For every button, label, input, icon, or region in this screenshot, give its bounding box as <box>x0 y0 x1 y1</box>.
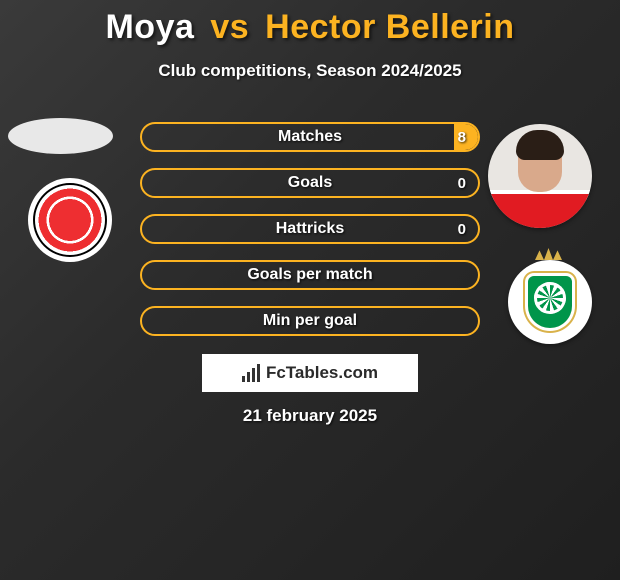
stat-label: Goals <box>288 174 332 192</box>
season-subtitle: Club competitions, Season 2024/2025 <box>0 61 620 81</box>
brand-text: FcTables.com <box>266 363 378 383</box>
stat-value-right: 0 <box>458 221 466 238</box>
brand-box: FcTables.com <box>202 354 418 392</box>
stat-label: Goals per match <box>247 266 372 284</box>
comparison-date: 21 february 2025 <box>0 406 620 426</box>
stat-row-matches: Matches 8 <box>140 122 480 152</box>
player1-name: Moya <box>105 8 194 46</box>
bar-chart-icon <box>242 364 260 382</box>
real-betis-crest-icon <box>528 276 572 328</box>
stat-label: Matches <box>278 128 342 146</box>
stat-value-right: 0 <box>458 175 466 192</box>
player2-avatar <box>488 124 592 228</box>
stat-row-goals-per-match: Goals per match <box>140 260 480 290</box>
stat-row-hattricks: Hattricks 0 <box>140 214 480 244</box>
vs-separator: vs <box>210 8 249 46</box>
crown-icon <box>535 248 565 260</box>
stat-label: Min per goal <box>263 312 357 330</box>
player2-club-badge <box>508 260 592 344</box>
player2-name: Hector Bellerin <box>265 8 514 46</box>
stat-label: Hattricks <box>276 220 344 238</box>
athletic-club-crest-icon <box>33 183 107 257</box>
stats-panel: Matches 8 Goals 0 Hattricks 0 Goals per … <box>140 122 480 352</box>
stat-value-right: 8 <box>458 129 466 146</box>
stat-row-goals: Goals 0 <box>140 168 480 198</box>
player1-club-badge <box>28 178 112 262</box>
player1-avatar <box>8 118 113 154</box>
comparison-title: Moya vs Hector Bellerin <box>0 0 620 47</box>
stat-row-min-per-goal: Min per goal <box>140 306 480 336</box>
